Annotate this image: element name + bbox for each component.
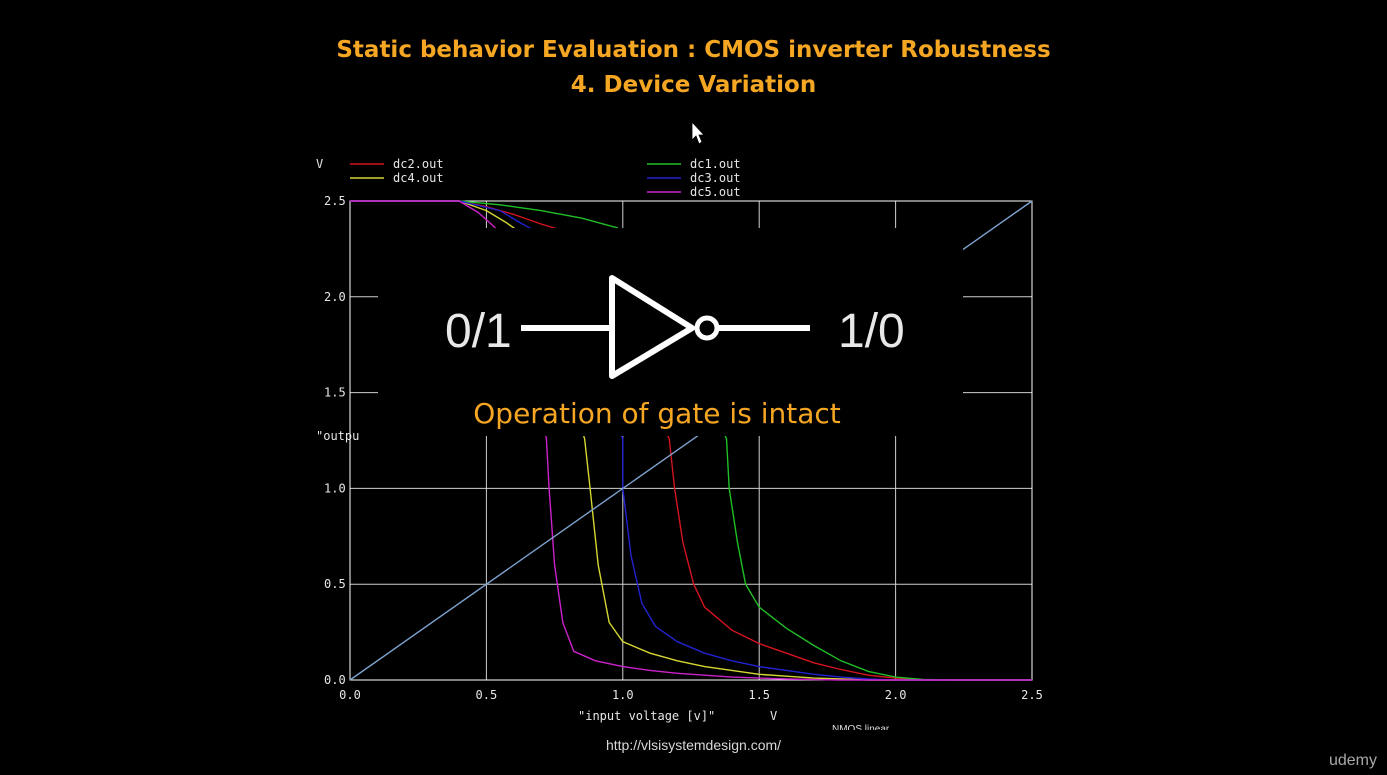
chart-ticks: 0.0 0.5 1.0 1.5 2.0 2.5 0.0 0.5 1.0 1.5 2.0 2.5	[324, 194, 1043, 702]
x-tick-label: 0.0	[339, 688, 361, 702]
y-tick-label: 2.0	[324, 290, 346, 304]
output-logic-label: 1/0	[838, 305, 905, 358]
legend-label: dc3.out	[690, 171, 741, 185]
input-logic-label: 0/1	[445, 305, 512, 358]
legend-label: dc4.out	[393, 171, 444, 185]
plot-frame	[349, 200, 1033, 681]
slide-title: Static behavior Evaluation : CMOS invert…	[336, 37, 1051, 63]
overlay-backdrop	[378, 228, 963, 436]
x-tick-label: 2.5	[1021, 688, 1043, 702]
x-tick-label: 1.0	[612, 688, 634, 702]
y-tick-label: 0.5	[324, 577, 346, 591]
x-axis-unit: V	[770, 709, 777, 723]
series-line-dc5.out	[350, 200, 1032, 681]
legend-label: dc1.out	[690, 157, 741, 171]
y-tick-label: 1.5	[324, 386, 346, 400]
brand-logo: udemy	[1328, 752, 1377, 769]
y-axis-label: "outpu	[316, 429, 359, 443]
x-tick-label: 2.0	[885, 688, 907, 702]
mouse-cursor-icon	[691, 120, 705, 145]
y-tick-label: 2.5	[324, 194, 346, 208]
legend-label: dc2.out	[393, 157, 444, 171]
y-axis-unit: V	[316, 157, 323, 171]
inverter-gate-icon	[521, 275, 810, 379]
cropped-caption: NMOS linear	[832, 724, 890, 730]
series-line-dc3.out	[350, 200, 1032, 681]
overlay-caption: Operation of gate is intact	[473, 397, 840, 430]
series-line-dc2.out	[350, 200, 1032, 681]
legend-label: dc5.out	[690, 185, 741, 199]
series-line-dc4.out	[350, 200, 1032, 681]
slide-subtitle: 4. Device Variation	[570, 72, 817, 98]
x-tick-label: 1.5	[748, 688, 770, 702]
x-tick-label: 0.5	[476, 688, 498, 702]
y-tick-label: 1.0	[324, 481, 346, 495]
source-url[interactable]: http://vlsisystemdesign.com/	[605, 737, 782, 753]
inverter-overlay: 0/1 1/0 Operation of gate is intact	[378, 228, 963, 436]
x-axis-label: "input voltage [v]"	[578, 709, 715, 723]
y-tick-label: 0.0	[324, 673, 346, 687]
series-line-dc1.out	[350, 200, 1032, 681]
